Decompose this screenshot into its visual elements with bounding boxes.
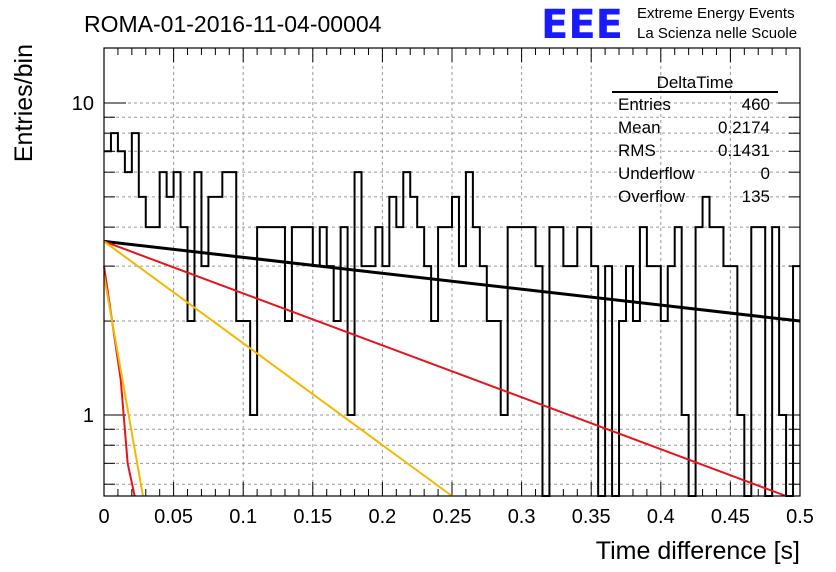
plot-frame <box>103 47 801 497</box>
grid-lines <box>104 48 800 496</box>
run-title: ROMA-01-2016-11-04-00004 <box>84 11 382 37</box>
x-tick-label-10: 0.5 <box>786 506 814 528</box>
stats-value-entries: 460 <box>742 95 770 114</box>
stats-label-mean: Mean <box>618 118 661 137</box>
fit-curves <box>103 239 801 497</box>
x-tick-label-0: 0 <box>98 506 109 528</box>
fit-curve-yellow-4 <box>103 275 144 497</box>
fit-curve-black-0 <box>103 239 801 323</box>
x-tick-label-2: 0.1 <box>229 506 257 528</box>
stats-value-rms: 0.1431 <box>718 141 770 160</box>
x-axis-title: Time difference [s] <box>596 537 800 565</box>
stats-label-underflow: Underflow <box>618 164 695 183</box>
eee-logo: EEE Extreme Energy Events La Scienza nel… <box>541 2 797 48</box>
x-tick-label-3: 0.15 <box>293 506 332 528</box>
fit-curve-red-1 <box>103 240 787 497</box>
fit-curve-yellow-2 <box>103 240 453 497</box>
x-tick-label-6: 0.3 <box>508 506 536 528</box>
x-tick-label-1: 0.05 <box>154 506 193 528</box>
logo-mark: EEE <box>541 2 623 48</box>
stats-value-overflow: 135 <box>742 187 770 206</box>
stats-title: DeltaTime <box>657 73 734 92</box>
x-tick-labels: 0 0.05 0.1 0.15 0.2 0.25 0.3 0.35 0.4 0.45 0.5 <box>98 506 813 528</box>
y-axis-title: Entries/bin <box>10 44 38 162</box>
y-tick-labels: 1 10 <box>72 93 94 427</box>
y-tick-label-0: 1 <box>83 405 94 427</box>
stats-label-entries: Entries <box>618 95 671 114</box>
x-tick-label-8: 0.4 <box>647 506 675 528</box>
histogram-series <box>104 132 800 497</box>
stats-box: DeltaTime Entries 460 Mean 0.2174 RMS 0.… <box>612 73 778 206</box>
x-tick-label-5: 0.25 <box>433 506 472 528</box>
stats-label-rms: RMS <box>618 141 656 160</box>
stats-value-mean: 0.2174 <box>718 118 770 137</box>
logo-line1: Extreme Energy Events <box>637 5 795 22</box>
logo-line2: La Scienza nelle Scuole <box>637 25 797 42</box>
y-tick-label-1: 10 <box>72 93 94 115</box>
x-tick-label-7: 0.35 <box>572 506 611 528</box>
x-tick-label-9: 0.45 <box>711 506 750 528</box>
stats-label-overflow: Overflow <box>618 187 686 206</box>
x-tick-label-4: 0.2 <box>368 506 396 528</box>
stats-value-underflow: 0 <box>761 164 770 183</box>
